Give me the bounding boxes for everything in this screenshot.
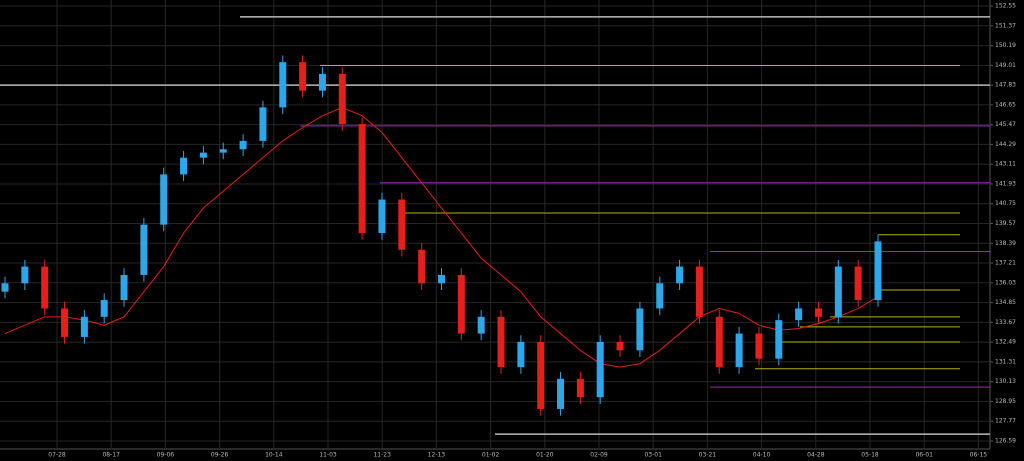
candle-body bbox=[438, 274, 445, 284]
y-tick-label: 133.67 bbox=[995, 319, 1016, 326]
candle-body bbox=[299, 62, 307, 91]
x-tick-label: 02-09 bbox=[590, 452, 608, 459]
candle-body bbox=[874, 241, 882, 301]
candle-body bbox=[398, 199, 406, 250]
y-tick-label: 139.57 bbox=[995, 220, 1016, 227]
x-tick-label: 05-18 bbox=[861, 452, 879, 459]
candle-body bbox=[517, 341, 525, 368]
y-tick-label: 137.21 bbox=[995, 260, 1016, 267]
candle-body bbox=[140, 224, 148, 275]
y-tick-label: 134.85 bbox=[995, 299, 1016, 306]
x-tick-label: 09-26 bbox=[211, 452, 229, 459]
y-tick-label: 126.59 bbox=[995, 437, 1016, 444]
candle-body bbox=[199, 152, 207, 158]
y-tick-label: 149.01 bbox=[995, 62, 1016, 69]
x-tick-label: 09-06 bbox=[157, 452, 175, 459]
y-tick-label: 151.37 bbox=[995, 22, 1016, 29]
x-tick-label: 04-10 bbox=[753, 452, 771, 459]
candle-body bbox=[775, 320, 783, 359]
y-tick-label: 136.03 bbox=[995, 279, 1016, 286]
x-tick-label: 01-02 bbox=[482, 452, 500, 459]
x-tick-label: 04-28 bbox=[807, 452, 825, 459]
candle-body bbox=[1, 283, 9, 292]
candle-body bbox=[814, 308, 822, 317]
candle-body bbox=[100, 300, 108, 317]
y-tick-label: 127.77 bbox=[995, 418, 1016, 425]
candle-body bbox=[477, 316, 485, 334]
candle-body bbox=[41, 266, 49, 309]
candle-body bbox=[537, 341, 545, 409]
candle-body bbox=[180, 157, 188, 175]
y-tick-label: 141.93 bbox=[995, 180, 1016, 187]
candle-body bbox=[676, 266, 684, 284]
x-tick-label: 03-21 bbox=[699, 452, 717, 459]
candle-body bbox=[755, 333, 763, 359]
candle-body bbox=[358, 124, 366, 234]
candle-body bbox=[735, 333, 743, 368]
candle-body bbox=[418, 249, 426, 284]
candle-body bbox=[61, 308, 69, 337]
candle-body bbox=[318, 73, 326, 91]
candle-body bbox=[616, 341, 624, 351]
candle-body bbox=[378, 199, 386, 234]
x-tick-label: 01-20 bbox=[536, 452, 554, 459]
candle-body bbox=[576, 378, 584, 398]
x-tick-label: 11-03 bbox=[319, 452, 337, 459]
candle-body bbox=[457, 274, 465, 334]
x-tick-label: 11-23 bbox=[373, 452, 391, 459]
y-tick-label: 152.55 bbox=[995, 3, 1016, 10]
candle-body bbox=[557, 378, 565, 409]
x-tick-label: 06-15 bbox=[970, 452, 988, 459]
candle-body bbox=[160, 174, 168, 225]
candle-body bbox=[656, 283, 664, 309]
candle-body bbox=[695, 266, 703, 317]
y-tick-label: 132.49 bbox=[995, 339, 1016, 346]
candle-body bbox=[239, 140, 247, 150]
y-tick-label: 131.31 bbox=[995, 358, 1016, 365]
candle-body bbox=[338, 73, 346, 125]
y-tick-label: 145.47 bbox=[995, 121, 1016, 128]
x-tick-label: 07-28 bbox=[48, 452, 66, 459]
candle-body bbox=[120, 274, 128, 301]
candle-body bbox=[834, 266, 842, 317]
candle-body bbox=[636, 308, 644, 351]
y-tick-label: 128.95 bbox=[995, 398, 1016, 405]
candle-body bbox=[497, 316, 505, 368]
candle-body bbox=[259, 107, 267, 141]
x-tick-label: 06-01 bbox=[915, 452, 933, 459]
x-tick-label: 08-17 bbox=[102, 452, 120, 459]
y-tick-label: 150.19 bbox=[995, 42, 1016, 49]
candle-body bbox=[596, 341, 604, 398]
y-tick-label: 140.75 bbox=[995, 200, 1016, 207]
y-tick-label: 146.65 bbox=[995, 101, 1016, 108]
y-tick-label: 138.39 bbox=[995, 240, 1016, 247]
candle-body bbox=[279, 62, 287, 108]
candle-body bbox=[219, 149, 227, 153]
candle-body bbox=[80, 316, 88, 337]
y-tick-label: 144.29 bbox=[995, 141, 1016, 148]
y-tick-label: 143.11 bbox=[995, 161, 1016, 168]
candle-body bbox=[21, 266, 29, 284]
x-tick-label: 03-01 bbox=[644, 452, 662, 459]
x-tick-label: 12-13 bbox=[428, 452, 446, 459]
candle-body bbox=[795, 308, 803, 321]
y-tick-label: 147.83 bbox=[995, 82, 1016, 89]
candle-body bbox=[715, 316, 723, 368]
candle-body bbox=[854, 266, 862, 301]
moving-average bbox=[4, 106, 879, 368]
x-tick-label: 10-14 bbox=[265, 452, 283, 459]
y-tick-label: 130.13 bbox=[995, 378, 1016, 385]
